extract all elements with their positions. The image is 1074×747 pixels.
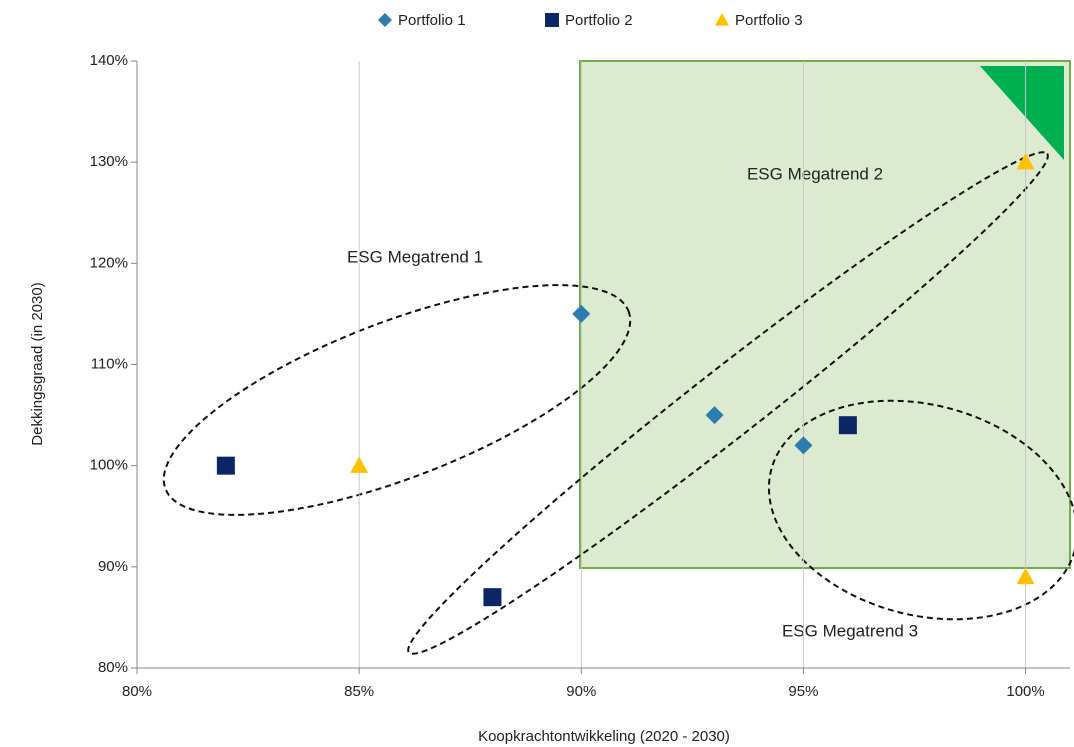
y-tick-label: 100% [90,457,128,474]
legend-marker [715,13,729,26]
corner-triangle [980,66,1064,160]
point [350,456,369,473]
legend-marker [378,13,392,27]
y-tick-label: 130% [90,153,128,170]
ellipse-1 [162,284,632,516]
y-axis-title: Dekkingsgraad (in 2030) [29,282,46,445]
annotation: ESG Megatrend 3 [782,621,918,640]
point [1016,153,1035,170]
legend-marker [545,13,559,27]
ellipse-3 [767,399,1074,621]
y-tick-label: 80% [98,659,128,676]
ellipse-2 [407,151,1049,655]
point [572,304,591,323]
point [483,588,502,607]
point [705,406,724,425]
legend-label: Portfolio 1 [398,12,466,29]
point [838,416,857,435]
x-tick-label: 90% [566,683,596,700]
point [216,456,235,475]
y-tick-label: 140% [90,52,128,69]
annotation: ESG Megatrend 1 [347,247,483,266]
x-tick-label: 95% [788,683,818,700]
y-tick-label: 120% [90,254,128,271]
legend-label: Portfolio 2 [565,12,633,29]
annotation: ESG Megatrend 2 [747,164,883,183]
point [794,436,813,455]
y-tick-label: 110% [91,355,128,372]
x-tick-label: 85% [344,683,374,700]
x-tick-label: 100% [1006,683,1044,700]
target-zone [579,60,1071,569]
y-tick-label: 90% [98,558,128,575]
point [1016,567,1035,585]
legend-label: Portfolio 3 [735,12,803,29]
x-tick-label: 80% [122,683,152,700]
x-axis-title: Koopkrachtontwikkeling (2020 - 2030) [478,728,730,745]
